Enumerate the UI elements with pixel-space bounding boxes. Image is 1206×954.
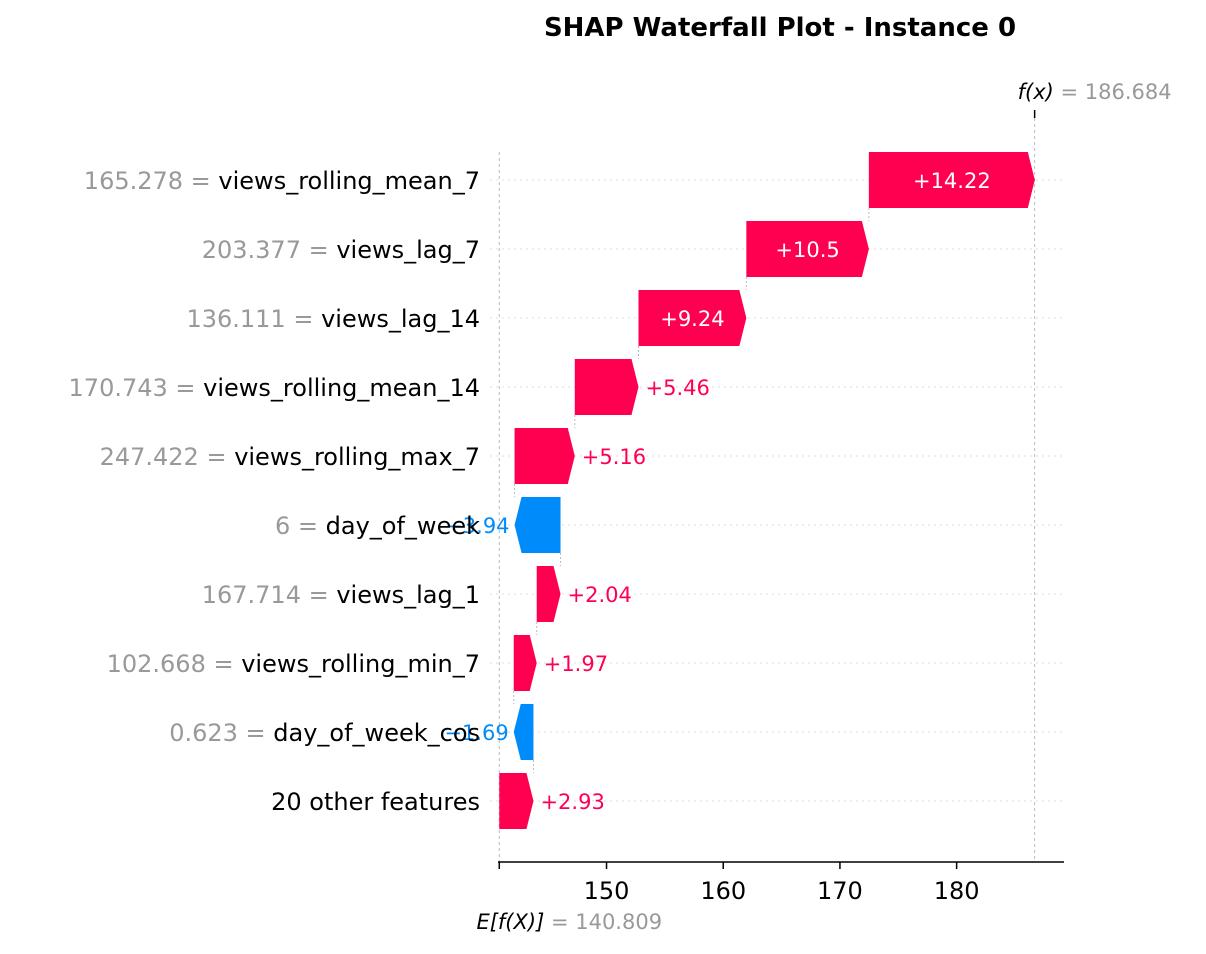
shap-bar-views_rolling_mean_7 <box>868 152 1035 208</box>
x-tick-label: 180 <box>934 877 980 905</box>
shap-value-label: −1.69 <box>444 721 508 745</box>
feature-value: 167.714 = <box>202 581 337 609</box>
feature-name: views_rolling_mean_14 <box>203 374 480 402</box>
shap-value-label: +2.04 <box>568 583 632 607</box>
chart-title: SHAP Waterfall Plot - Instance 0 <box>544 13 1016 43</box>
feature-value: 102.668 = <box>107 650 242 678</box>
shap-bar-views_rolling_min_7 <box>513 635 537 691</box>
x-tick-label: 160 <box>700 877 746 905</box>
feature-value: 136.111 = <box>186 305 321 333</box>
feature-name: 20 other features <box>271 788 480 816</box>
feature-value: 247.422 = <box>100 443 235 471</box>
output-label-value: = 186.684 <box>1054 80 1172 104</box>
bars: +14.22 +10.5 +9.24 +5.46 +5.16 −3.94 +2.04 +1.9… <box>444 152 1035 829</box>
shap-value-label: +1.97 <box>544 652 608 676</box>
feature-name: views_rolling_mean_7 <box>218 167 480 195</box>
feature-value: 170.743 = <box>69 374 204 402</box>
output-axis: f(x) = 186.684 <box>1018 80 1172 118</box>
shap-bar-day_of_week_cos <box>513 704 534 760</box>
shap-bar-20-other-features <box>499 773 534 829</box>
feature-name: views_lag_14 <box>321 305 480 333</box>
feature-label: 203.377 = views_lag_7 <box>202 236 480 264</box>
feature-value: 165.278 = <box>84 167 219 195</box>
shap-value-label: +5.46 <box>645 376 709 400</box>
feature-label: 0.623 = day_of_week_cos <box>169 719 480 747</box>
x-axis: 150 160 170 180 E[f(X)] = 140.809 <box>476 861 1064 934</box>
shap-value-label: +9.24 <box>660 307 724 331</box>
base-label-prefix: E[f(X)] <box>476 910 544 934</box>
shap-bar-views_lag_1 <box>536 566 561 622</box>
feature-label: 167.714 = views_lag_1 <box>202 581 480 609</box>
base-value-label: E[f(X)] = 140.809 <box>476 910 662 934</box>
x-tick-label: 150 <box>584 877 630 905</box>
feature-name: views_lag_7 <box>336 236 480 264</box>
shap-bar-day_of_week <box>514 497 561 553</box>
shap-bar-views_lag_14 <box>638 290 747 346</box>
shap-value-label: −3.94 <box>445 514 509 538</box>
feature-label: 20 other features <box>271 788 480 816</box>
feature-label: 6 = day_of_week <box>275 512 480 540</box>
feature-name: views_rolling_min_7 <box>241 650 480 678</box>
shap-bar-views_lag_7 <box>746 221 869 277</box>
x-tick-label: 170 <box>817 877 863 905</box>
shap-value-label: +5.16 <box>582 445 646 469</box>
feature-label: 136.111 = views_lag_14 <box>186 305 480 333</box>
feature-label: 165.278 = views_rolling_mean_7 <box>84 167 480 195</box>
feature-name: day_of_week_cos <box>273 719 480 747</box>
feature-label: 102.668 = views_rolling_min_7 <box>107 650 480 678</box>
shap-bar-views_rolling_max_7 <box>514 428 575 484</box>
shap-value-label: +2.93 <box>540 790 604 814</box>
shap-bar-views_rolling_mean_14 <box>574 359 639 415</box>
feature-name: day_of_week <box>326 512 480 540</box>
feature-value: 6 = <box>275 512 326 540</box>
output-value-label: f(x) = 186.684 <box>1018 80 1172 104</box>
feature-name: views_lag_1 <box>336 581 480 609</box>
feature-label: 170.743 = views_rolling_mean_14 <box>69 374 480 402</box>
base-label-value: = 140.809 <box>544 910 662 934</box>
output-label-prefix: f(x) <box>1018 80 1054 104</box>
feature-labels: 165.278 = views_rolling_mean_7 203.377 = … <box>69 167 481 816</box>
feature-name: views_rolling_max_7 <box>234 443 480 471</box>
feature-label: 247.422 = views_rolling_max_7 <box>100 443 480 471</box>
shap-value-label: +10.5 <box>775 238 839 262</box>
feature-value: 0.623 = <box>169 719 273 747</box>
feature-value: 203.377 = <box>202 236 337 264</box>
shap-value-label: +14.22 <box>913 169 991 193</box>
reference-lines <box>498 118 1036 862</box>
